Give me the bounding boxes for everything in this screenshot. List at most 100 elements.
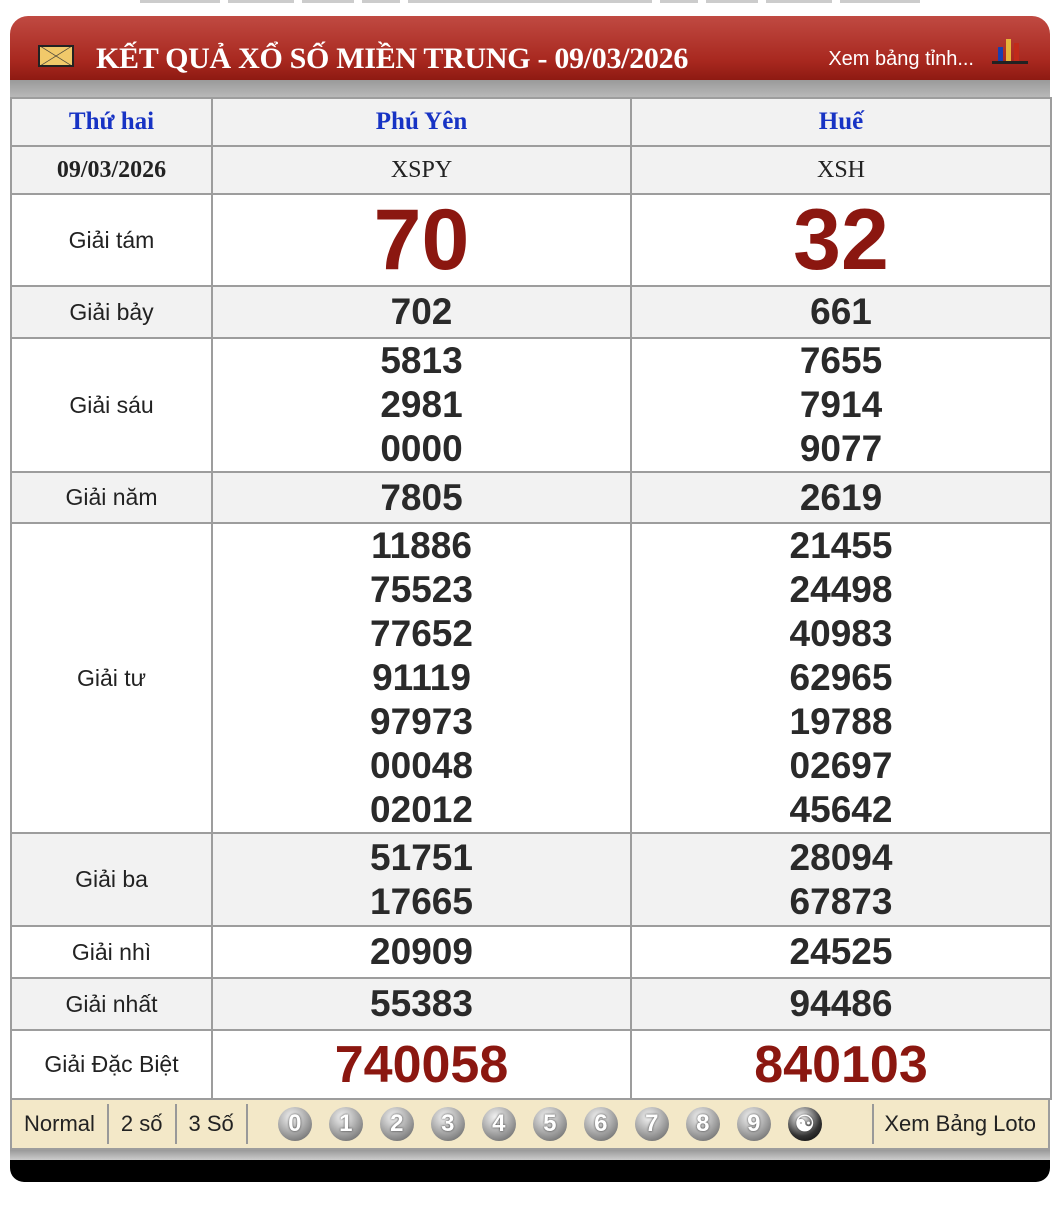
prize-label: Giải ba <box>10 832 213 927</box>
prize-number: 5813 <box>380 340 463 381</box>
prize-row: Giải nhì 20909 24525 <box>10 925 1052 979</box>
prize-number: 91119 <box>372 657 471 698</box>
prize-cell: 702 <box>211 285 632 339</box>
prize-cell: 20909 <box>211 925 632 979</box>
digit-ball-1[interactable]: 1 <box>328 1107 363 1141</box>
prize-number: 67873 <box>789 880 893 922</box>
digit-filter: 0 1 2 3 4 5 6 7 8 9 ☯ <box>277 1107 873 1141</box>
prize-number: 19788 <box>789 701 893 742</box>
prize-number: 2619 <box>799 476 883 518</box>
prize-number: 7914 <box>799 384 883 425</box>
prize-label: Giải tám <box>10 193 213 287</box>
mode-2-digits[interactable]: 2 số <box>109 1104 177 1144</box>
prize-number: 02012 <box>370 789 473 830</box>
province-phu-yen[interactable]: Phú Yên <box>211 97 632 147</box>
prize-label: Giải tư <box>10 522 213 834</box>
yin-yang-icon[interactable]: ☯ <box>787 1107 822 1141</box>
prize-number: 702 <box>390 291 453 332</box>
prize-row: Giải nhất 55383 94486 <box>10 977 1052 1031</box>
prize-cell: 55383 <box>211 977 632 1031</box>
prize-cell: 94486 <box>630 977 1052 1031</box>
prize-number: 840103 <box>754 1035 928 1094</box>
province-code: XSPY <box>211 145 632 195</box>
prize-label: Giải Đặc Biệt <box>10 1029 213 1100</box>
prize-cell: 24525 <box>630 925 1052 979</box>
prize-label: Giải nhất <box>10 977 213 1031</box>
date-row: 09/03/2026 XSPY XSH <box>10 145 1052 195</box>
footer-shade <box>10 1150 1050 1160</box>
prize-cell: 740058 <box>211 1029 632 1100</box>
view-province-table-link[interactable]: Xem bảng tỉnh... <box>828 48 974 70</box>
prize-cell: 28094 67873 <box>630 832 1052 927</box>
prize-number: 94486 <box>789 983 893 1024</box>
prize-number: 45642 <box>789 789 893 830</box>
prize-row: Giải tư 11886 75523 77652 91119 97973 00048 020… <box>10 522 1052 834</box>
prize-number: 9077 <box>799 428 883 469</box>
prize-row: Giải ba 51751 17665 28094 67873 <box>10 832 1052 927</box>
prize-row: Giải bảy 702 661 <box>10 285 1052 339</box>
prize-number: 740058 <box>334 1035 509 1094</box>
prize-number: 40983 <box>789 613 893 654</box>
prize-number: 21455 <box>789 525 893 566</box>
prize-cell: 7655 7914 9077 <box>630 337 1052 473</box>
digit-ball-3[interactable]: 3 <box>430 1107 465 1141</box>
prize-number: 20909 <box>370 931 473 972</box>
prize-label: Giải sáu <box>10 337 213 473</box>
prize-cell: 2619 <box>630 471 1052 524</box>
prize-row: Giải năm 7805 2619 <box>10 471 1052 524</box>
prize-number: 24525 <box>789 931 893 972</box>
digit-ball-9[interactable]: 9 <box>736 1107 771 1141</box>
draw-date: 09/03/2026 <box>10 145 213 195</box>
prize-number: 24498 <box>789 569 893 610</box>
prize-number: 00048 <box>370 745 473 786</box>
prize-number: 7655 <box>799 340 883 381</box>
prize-label: Giải bảy <box>10 285 213 339</box>
province-header-row: Thứ hai Phú Yên Huế <box>10 97 1052 147</box>
header-bar: KẾT QUẢ XỔ SỐ MIỀN TRUNG - 09/03/2026 Xe… <box>10 16 1050 80</box>
province-hue[interactable]: Huế <box>630 97 1052 147</box>
mode-normal[interactable]: Normal <box>12 1104 109 1144</box>
province-code: XSH <box>630 145 1052 195</box>
digit-ball-2[interactable]: 2 <box>379 1107 414 1141</box>
top-nav <box>140 0 920 3</box>
mode-3-digits[interactable]: 3 Số <box>177 1104 248 1144</box>
prize-number: 51751 <box>370 836 473 878</box>
prize-number: 28094 <box>789 836 893 878</box>
prize-cell: 5813 2981 0000 <box>211 337 632 473</box>
digit-ball-6[interactable]: 6 <box>583 1107 618 1141</box>
header-shade <box>10 80 1050 97</box>
digit-ball-7[interactable]: 7 <box>634 1107 669 1141</box>
prize-cell: 7805 <box>211 471 632 524</box>
prize-cell: 51751 17665 <box>211 832 632 927</box>
prize-number: 97973 <box>370 701 473 742</box>
prize-number: 17665 <box>370 880 473 922</box>
prize-number: 02697 <box>789 745 893 786</box>
prize-row: Giải tám 70 32 <box>10 192 1052 288</box>
digit-ball-0[interactable]: 0 <box>277 1107 312 1141</box>
envelope-icon <box>38 45 74 67</box>
prize-number: 32 <box>793 192 889 288</box>
digit-ball-8[interactable]: 8 <box>685 1107 720 1141</box>
prize-cell: 661 <box>630 285 1052 339</box>
prize-cell: 21455 24498 40983 62965 19788 02697 45642 <box>630 522 1052 834</box>
weekday: Thứ hai <box>10 97 213 147</box>
bar-chart-icon[interactable] <box>992 36 1028 64</box>
prize-number: 11886 <box>371 525 472 566</box>
prize-cell: 70 <box>211 193 632 287</box>
results-box: KẾT QUẢ XỔ SỐ MIỀN TRUNG - 09/03/2026 Xe… <box>10 16 1052 1182</box>
prize-number: 55383 <box>370 983 473 1024</box>
prize-number: 0000 <box>380 428 463 469</box>
prize-cell: 840103 <box>630 1029 1052 1100</box>
prize-cell: 11886 75523 77652 91119 97973 00048 02012 <box>211 522 632 834</box>
view-loto-link[interactable]: Xem Bảng Loto <box>872 1104 1048 1144</box>
digit-ball-4[interactable]: 4 <box>481 1107 516 1141</box>
prize-number: 62965 <box>789 657 893 698</box>
prize-number: 2981 <box>380 384 463 425</box>
prize-number: 661 <box>810 291 872 332</box>
prize-cell: 32 <box>630 192 1052 288</box>
prize-label: Giải nhì <box>10 925 213 979</box>
digit-ball-5[interactable]: 5 <box>532 1107 567 1141</box>
prize-number: 75523 <box>370 569 473 610</box>
page-title: KẾT QUẢ XỔ SỐ MIỀN TRUNG - 09/03/2026 <box>96 42 689 75</box>
prize-number: 7805 <box>380 476 463 518</box>
